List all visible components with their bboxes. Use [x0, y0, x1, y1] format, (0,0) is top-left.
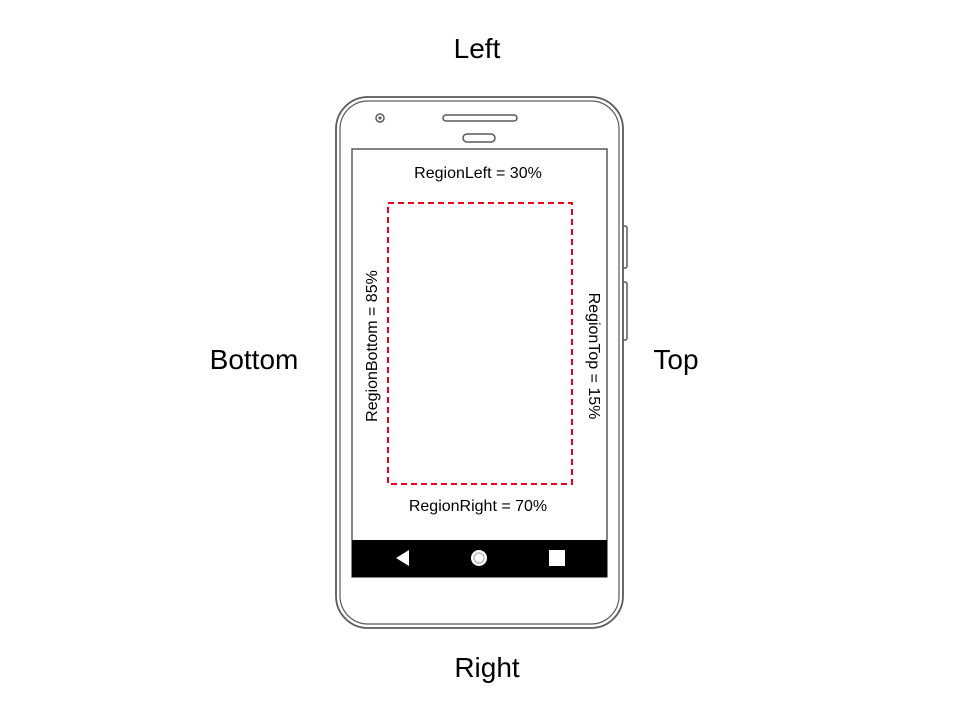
edge-label-top: Top — [653, 344, 699, 375]
edge-label-bottom: Bottom — [209, 344, 299, 375]
front-camera-lens — [378, 116, 382, 120]
phone-body-inner — [339, 100, 620, 625]
region-outline — [387, 202, 573, 485]
region-right-label: RegionRight = 70% — [408, 498, 548, 515]
home-circle-inner — [473, 552, 485, 564]
back-triangle-icon[interactable] — [396, 550, 409, 566]
region-top-label: RegionTop = 15% — [585, 292, 602, 420]
earpiece-speaker — [442, 114, 518, 122]
region-left-label: RegionLeft = 30% — [414, 165, 542, 182]
recents-square-icon[interactable] — [549, 550, 565, 566]
edge-label-left: Left — [453, 33, 501, 64]
phone-screen — [351, 148, 608, 578]
edge-label-right: Right — [454, 652, 520, 683]
region-bottom-label: RegionBottom = 85% — [364, 270, 381, 422]
proximity-sensor — [462, 133, 496, 143]
